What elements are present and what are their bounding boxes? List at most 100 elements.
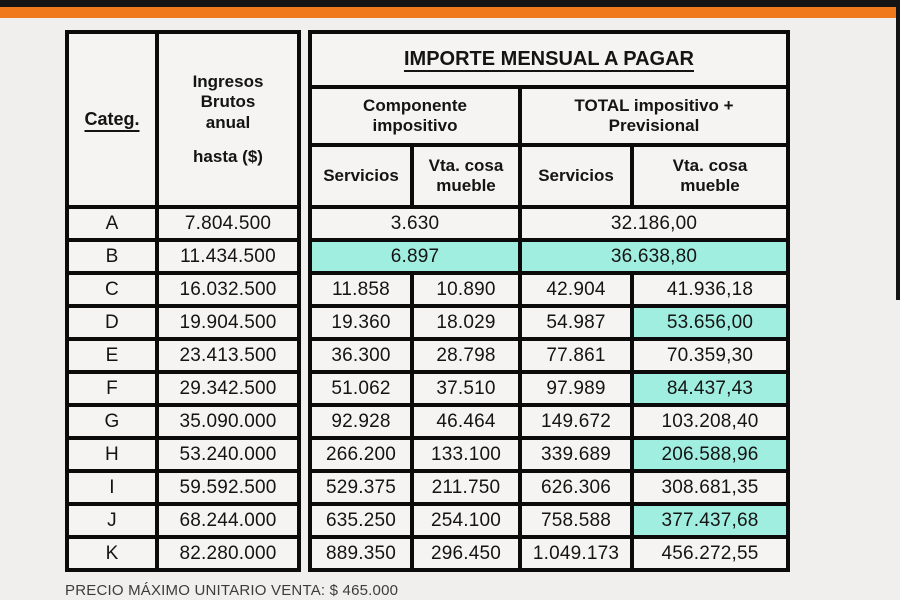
cell-ingresos: 19.904.500 [155, 304, 301, 341]
row-I-left: I 59.592.500 [65, 469, 301, 506]
row-G-left: G 35.090.000 [65, 403, 301, 440]
row-J-right: 635.250 254.100 758.588 377.437,68 [308, 502, 790, 539]
cell-categ: B [65, 238, 159, 275]
left-table-body: A 7.804.500 B 11.434.500 C 16.032.500 D 19.904.… [65, 205, 301, 572]
row-K-right: 889.350 296.450 1.049.173 456.272,55 [308, 535, 790, 572]
categ-label: Categ. [84, 108, 140, 129]
header-servicios-total: Servicios [518, 143, 634, 209]
header-categ: Categ. [65, 30, 159, 209]
cell-vta-impositivo: 211.750 [410, 469, 522, 506]
vta-impositivo-label: Vta. cosa mueble [428, 155, 504, 195]
cell-servicios-total: 626.306 [518, 469, 634, 506]
cell-ingresos: 29.342.500 [155, 370, 301, 407]
cell-vta-impositivo: 18.029 [410, 304, 522, 341]
cell-total-merged: 32.186,00 [518, 205, 790, 242]
row-A-right: 3.630 32.186,00 [308, 205, 790, 242]
cell-servicios-impositivo: 11.858 [308, 271, 414, 308]
row-C-right: 11.858 10.890 42.904 41.936,18 [308, 271, 790, 308]
row-E-left: E 23.413.500 [65, 337, 301, 374]
importe-title-row: IMPORTE MENSUAL A PAGAR [308, 30, 790, 89]
group-header-row: Componente impositivo TOTAL impositivo +… [308, 85, 790, 147]
row-I-right: 529.375 211.750 626.306 308.681,35 [308, 469, 790, 506]
cell-ingresos: 68.244.000 [155, 502, 301, 539]
top-black-bar [0, 0, 900, 7]
cell-servicios-total: 1.049.173 [518, 535, 634, 572]
row-B-left: B 11.434.500 [65, 238, 301, 275]
right-table-body: 3.630 32.186,00 6.897 36.638,80 11.858 10.890… [308, 205, 790, 572]
row-B-right: 6.897 36.638,80 [308, 238, 790, 275]
cell-ingresos: 11.434.500 [155, 238, 301, 275]
cell-vta-impositivo: 28.798 [410, 337, 522, 374]
cell-vta-total: 206.588,96 [630, 436, 790, 473]
componente-label: Componente impositivo [363, 95, 467, 135]
left-header-row: Categ. Ingresos Brutos anual hasta ($) [65, 30, 301, 209]
cell-vta-impositivo: 296.450 [410, 535, 522, 572]
row-F-left: F 29.342.500 [65, 370, 301, 407]
row-F-right: 51.062 37.510 97.989 84.437,43 [308, 370, 790, 407]
row-E-right: 36.300 28.798 77.861 70.359,30 [308, 337, 790, 374]
header-total-impositivo-previsional: TOTAL impositivo + Previsional [518, 85, 790, 147]
cell-vta-total: 53.656,00 [630, 304, 790, 341]
row-J-left: J 68.244.000 [65, 502, 301, 539]
cell-servicios-total: 42.904 [518, 271, 634, 308]
cell-servicios-impositivo: 51.062 [308, 370, 414, 407]
subcolumn-header-row: Servicios Vta. cosa mueble Servicios Vta… [308, 143, 790, 209]
cell-categ: G [65, 403, 159, 440]
cell-categ: D [65, 304, 159, 341]
row-D-right: 19.360 18.029 54.987 53.656,00 [308, 304, 790, 341]
cell-categ: K [65, 535, 159, 572]
ingresos-label: Ingresos Brutos anual [192, 72, 264, 132]
total-label: TOTAL impositivo + Previsional [574, 95, 734, 135]
cell-ingresos: 7.804.500 [155, 205, 301, 242]
cell-categ: I [65, 469, 159, 506]
cell-categ: F [65, 370, 159, 407]
cell-servicios-total: 97.989 [518, 370, 634, 407]
header-vta-total: Vta. cosa mueble [630, 143, 790, 209]
header-importe-mensual: IMPORTE MENSUAL A PAGAR [308, 30, 790, 89]
monotributo-table: Categ. Ingresos Brutos anual hasta ($) A… [65, 30, 790, 572]
header-componente-impositivo: Componente impositivo [308, 85, 522, 147]
cell-servicios-total: 149.672 [518, 403, 634, 440]
cell-vta-impositivo: 46.464 [410, 403, 522, 440]
row-H-right: 266.200 133.100 339.689 206.588,96 [308, 436, 790, 473]
cell-vta-total: 84.437,43 [630, 370, 790, 407]
header-vta-impositivo: Vta. cosa mueble [410, 143, 522, 209]
cell-servicios-impositivo: 889.350 [308, 535, 414, 572]
cell-categ: C [65, 271, 159, 308]
max-unit-price-note: PRECIO MÁXIMO UNITARIO VENTA: $ 465.000 [65, 582, 399, 599]
cell-categ: A [65, 205, 159, 242]
row-H-left: H 53.240.000 [65, 436, 301, 473]
hasta-label: hasta ($) [193, 146, 263, 166]
cell-vta-total: 308.681,35 [630, 469, 790, 506]
cell-vta-impositivo: 10.890 [410, 271, 522, 308]
vta-total-label: Vta. cosa mueble [672, 155, 748, 195]
cell-impositivo-merged: 3.630 [308, 205, 522, 242]
importe-table: IMPORTE MENSUAL A PAGAR Componente impos… [308, 30, 790, 572]
top-orange-bar [0, 7, 900, 18]
cell-ingresos: 23.413.500 [155, 337, 301, 374]
cell-vta-total: 103.208,40 [630, 403, 790, 440]
cell-servicios-total: 54.987 [518, 304, 634, 341]
cell-ingresos: 16.032.500 [155, 271, 301, 308]
cell-categ: J [65, 502, 159, 539]
header-ingresos: Ingresos Brutos anual hasta ($) [155, 30, 301, 209]
row-K-left: K 82.280.000 [65, 535, 301, 572]
category-income-table: Categ. Ingresos Brutos anual hasta ($) A… [65, 30, 301, 572]
cell-ingresos: 35.090.000 [155, 403, 301, 440]
cell-ingresos: 53.240.000 [155, 436, 301, 473]
cell-servicios-impositivo: 19.360 [308, 304, 414, 341]
header-servicios-impositivo: Servicios [308, 143, 414, 209]
row-G-right: 92.928 46.464 149.672 103.208,40 [308, 403, 790, 440]
row-A-left: A 7.804.500 [65, 205, 301, 242]
cell-servicios-total: 758.588 [518, 502, 634, 539]
cell-vta-impositivo: 254.100 [410, 502, 522, 539]
row-D-left: D 19.904.500 [65, 304, 301, 341]
cell-servicios-total: 339.689 [518, 436, 634, 473]
cell-vta-total: 41.936,18 [630, 271, 790, 308]
cell-vta-total: 377.437,68 [630, 502, 790, 539]
importe-title-label: IMPORTE MENSUAL A PAGAR [403, 47, 694, 70]
cell-servicios-impositivo: 635.250 [308, 502, 414, 539]
row-C-left: C 16.032.500 [65, 271, 301, 308]
cell-categ: H [65, 436, 159, 473]
cell-vta-impositivo: 37.510 [410, 370, 522, 407]
